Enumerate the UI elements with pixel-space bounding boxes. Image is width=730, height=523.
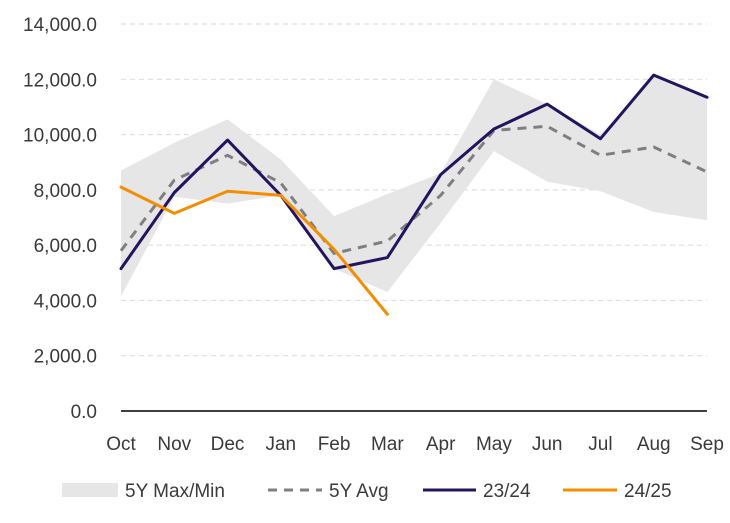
legend-label-24-25: 24/25 — [624, 481, 672, 502]
y-tick-label: 8,000.0 — [34, 181, 97, 202]
y-axis: 0.0 2,000.0 4,000.0 6,000.0 8,000.0 10,000.0 1… — [23, 15, 97, 423]
x-tick-label-mar: Mar — [371, 434, 404, 455]
y-tick-label: 14,000.0 — [23, 15, 97, 36]
y-tick-label: 0.0 — [71, 402, 97, 423]
series-line-24-25 — [119, 185, 389, 316]
y-tick-label: 10,000.0 — [23, 126, 97, 147]
band-5y-max-min — [121, 76, 707, 297]
y-tick-label: 6,000.0 — [34, 236, 97, 257]
x-tick-label-may: May — [476, 434, 512, 455]
legend-swatch-5y-max-min — [62, 483, 118, 497]
x-tick-label-apr: Apr — [426, 434, 456, 455]
x-tick-label-jun: Jun — [532, 434, 563, 455]
x-tick-label-oct: Oct — [106, 434, 136, 455]
series-lines — [119, 73, 709, 316]
x-tick-label-nov: Nov — [157, 434, 191, 455]
legend-label-23-24: 23/24 — [483, 481, 531, 502]
band-layer — [121, 76, 707, 297]
legend-label-5y-max-min: 5Y Max/Min — [125, 481, 225, 502]
legend-label-5y-avg: 5Y Avg — [329, 481, 389, 502]
x-tick-label-dec: Dec — [211, 434, 245, 455]
y-tick-label: 4,000.0 — [34, 291, 97, 312]
x-axis: Oct Nov Dec Jan Feb Mar Apr May Jun Jul Aug Sep — [106, 410, 724, 455]
y-tick-label: 12,000.0 — [23, 70, 97, 91]
x-tick-label-jul: Jul — [588, 434, 612, 455]
legend: 5Y Max/Min 5Y Avg 23/24 24/25 — [62, 481, 672, 502]
x-tick-label-aug: Aug — [637, 434, 671, 455]
y-tick-label: 2,000.0 — [34, 347, 97, 368]
x-tick-label-sep: Sep — [690, 434, 724, 455]
x-tick-label-feb: Feb — [318, 434, 351, 455]
series-line-23-24 — [119, 73, 709, 271]
x-tick-label-jan: Jan — [265, 434, 296, 455]
